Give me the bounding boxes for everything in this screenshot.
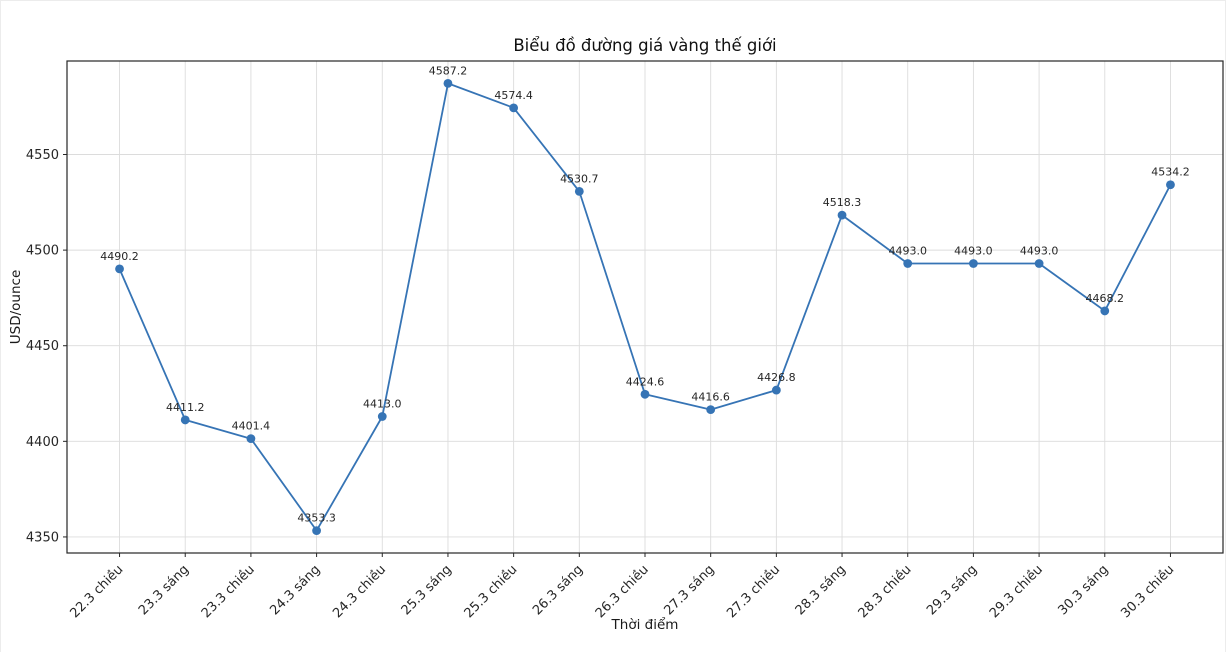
data-point-marker xyxy=(443,78,453,88)
data-point-marker xyxy=(115,264,124,274)
data-point-marker xyxy=(246,434,256,444)
x-tick-label: 30.3 chiều xyxy=(1118,562,1177,621)
data-point-marker xyxy=(377,412,387,421)
data-point-label: 4468.2 xyxy=(1086,292,1125,305)
data-point-label: 4493.0 xyxy=(1020,244,1059,257)
data-point-label: 4416.6 xyxy=(691,391,730,404)
data-point-label: 4426.8 xyxy=(757,371,796,384)
x-tick-label: 28.3 chiều xyxy=(856,562,915,621)
data-point-label: 4401.4 xyxy=(232,420,271,433)
data-point-label: 4518.3 xyxy=(823,196,862,209)
data-point-marker xyxy=(180,415,190,425)
data-point-marker xyxy=(1166,180,1175,190)
chart-title: Biểu đồ đường giá vàng thế giới xyxy=(513,36,776,55)
data-point-label: 4493.0 xyxy=(954,244,993,257)
x-tick-label: 25.3 sáng xyxy=(399,562,455,618)
x-tick-label: 26.3 sáng xyxy=(530,562,586,618)
x-tick-label: 29.3 chiều xyxy=(987,562,1046,621)
data-point-marker xyxy=(640,389,650,399)
x-tick-label: 22.3 chiều xyxy=(67,562,126,621)
plot-frame xyxy=(66,60,1224,554)
data-point-marker xyxy=(903,259,913,268)
x-tick-label: 30.3 sáng xyxy=(1056,562,1112,618)
point-labels-layer: 4490.2 4411.2 4401.4 4353.3 4413.0 4587.2 4574… xyxy=(100,64,1189,524)
y-axis-title: USD/ounce xyxy=(8,270,24,345)
x-tick-label: 27.3 chiều xyxy=(724,562,783,621)
data-point-marker xyxy=(1100,306,1110,316)
x-tick-label: 27.3 sáng xyxy=(661,562,717,618)
data-point-marker xyxy=(771,385,781,395)
data-point-marker xyxy=(706,405,716,414)
data-point-marker xyxy=(969,259,978,268)
x-tick-label: 29.3 sáng xyxy=(924,562,980,618)
x-tick-label: 28.3 sáng xyxy=(793,562,849,618)
data-point-label: 4424.6 xyxy=(626,375,665,388)
x-tick-label: 23.3 sáng xyxy=(136,562,192,618)
data-point-label: 4574.4 xyxy=(494,89,533,102)
data-point-label: 4534.2 xyxy=(1151,166,1190,179)
y-tick-label: 4350 xyxy=(26,530,59,545)
data-point-marker xyxy=(509,103,519,113)
series-layer xyxy=(115,78,1175,536)
data-point-label: 4413.0 xyxy=(363,397,402,410)
data-point-marker xyxy=(312,526,321,536)
data-point-marker xyxy=(574,187,584,196)
data-point-label: 4530.7 xyxy=(560,172,599,185)
x-tick-label: 23.3 chiều xyxy=(199,562,258,621)
x-tick-label: 26.3 chiều xyxy=(593,562,652,621)
data-point-label: 4411.2 xyxy=(166,401,205,414)
y-tick-label: 4550 xyxy=(26,148,59,163)
data-point-label: 4490.2 xyxy=(100,250,139,263)
data-point-marker xyxy=(837,210,847,220)
data-point-marker xyxy=(1034,259,1044,268)
x-axis-title: Thời điểm xyxy=(611,616,679,633)
data-point-label: 4587.2 xyxy=(429,64,468,77)
y-tick-label: 4400 xyxy=(26,435,59,450)
y-tick-label: 4500 xyxy=(26,244,59,259)
x-tick-label: 24.3 sáng xyxy=(267,562,323,618)
data-point-label: 4493.0 xyxy=(888,244,927,257)
data-point-label: 4353.3 xyxy=(297,512,336,525)
x-tick-label: 24.3 chiều xyxy=(330,562,389,621)
y-tick-label: 4450 xyxy=(26,339,59,354)
grid-layer xyxy=(67,61,1223,553)
x-tick-label: 25.3 chiều xyxy=(462,562,521,621)
